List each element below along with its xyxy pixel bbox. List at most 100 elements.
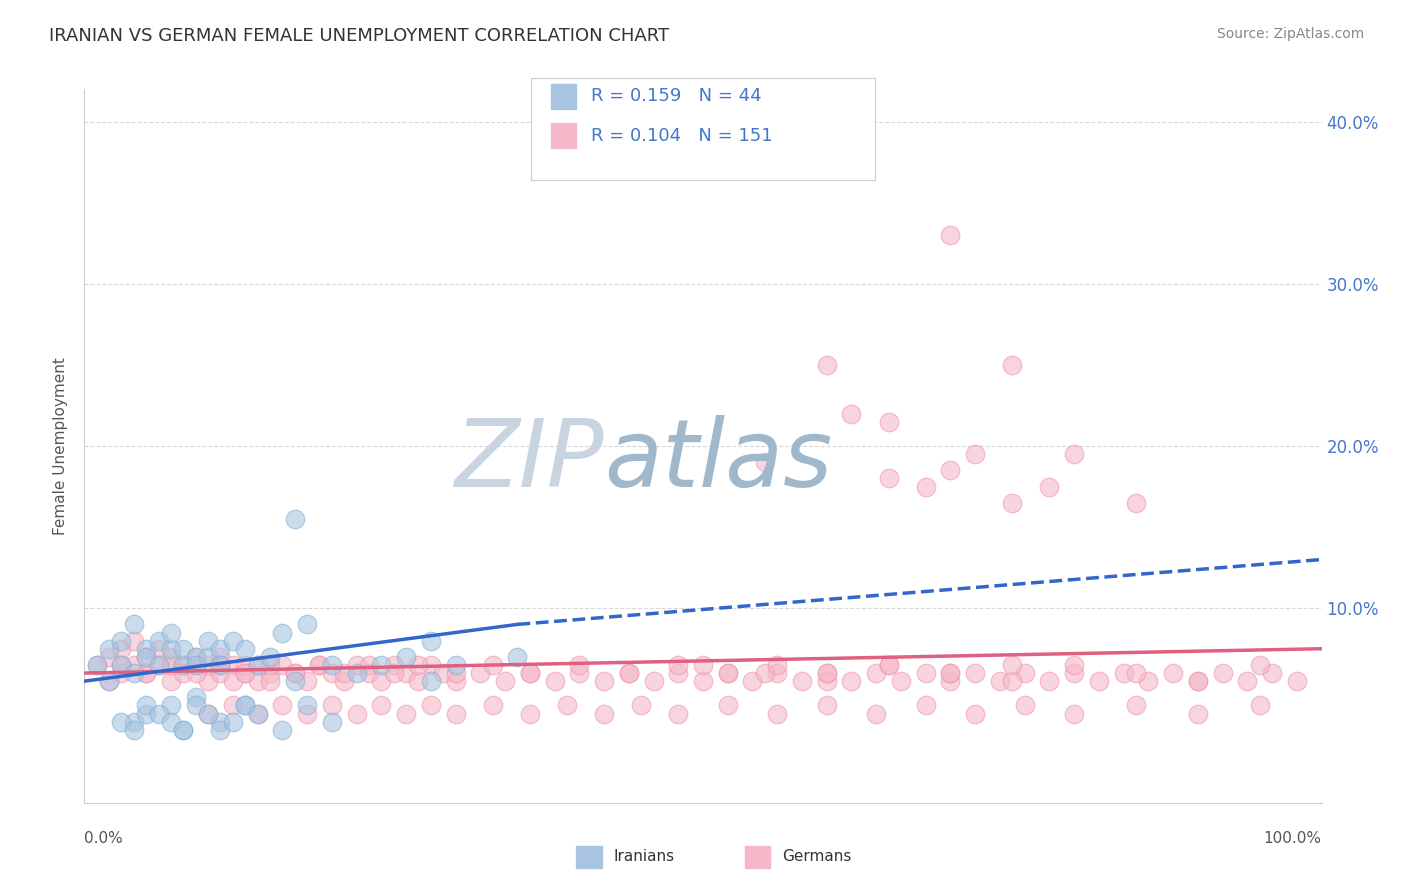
Point xyxy=(284,666,307,681)
Point xyxy=(184,698,207,713)
Point xyxy=(233,657,256,672)
Point xyxy=(890,674,912,689)
Point xyxy=(408,674,430,689)
Point xyxy=(308,657,330,672)
Bar xyxy=(551,123,576,148)
Point xyxy=(222,633,245,648)
Point xyxy=(939,674,962,689)
Point xyxy=(593,706,616,721)
Point xyxy=(284,512,307,526)
Point xyxy=(197,633,219,648)
Point xyxy=(233,666,256,681)
Point xyxy=(568,657,591,672)
Point xyxy=(717,666,740,681)
Point xyxy=(754,455,776,469)
Point xyxy=(321,666,343,681)
Text: R = 0.159   N = 44: R = 0.159 N = 44 xyxy=(591,87,761,105)
Point xyxy=(568,666,591,681)
Point xyxy=(333,674,356,689)
Point xyxy=(98,641,121,656)
Point xyxy=(408,657,430,672)
Point xyxy=(321,698,343,713)
Point xyxy=(160,625,183,640)
Point xyxy=(965,706,987,721)
Point xyxy=(419,698,441,713)
Point xyxy=(259,649,281,664)
Point xyxy=(222,657,245,672)
Point xyxy=(172,657,194,672)
Point xyxy=(1063,666,1085,681)
Point xyxy=(209,649,232,664)
Point xyxy=(148,706,170,721)
Point xyxy=(160,714,183,729)
Point xyxy=(184,690,207,705)
Point xyxy=(519,666,541,681)
Point xyxy=(1249,698,1271,713)
Point xyxy=(122,666,145,681)
Point xyxy=(1014,698,1036,713)
Point xyxy=(444,674,467,689)
Point xyxy=(135,649,157,664)
Point xyxy=(1187,706,1209,721)
Point xyxy=(321,714,343,729)
Point xyxy=(841,407,863,421)
Point xyxy=(370,674,392,689)
Point xyxy=(295,617,318,632)
Point xyxy=(259,674,281,689)
Point xyxy=(444,666,467,681)
Point xyxy=(841,674,863,689)
Point xyxy=(284,666,307,681)
Point xyxy=(197,674,219,689)
Point xyxy=(543,674,565,689)
Point xyxy=(865,666,887,681)
Point xyxy=(184,657,207,672)
Point xyxy=(419,657,441,672)
Point xyxy=(815,358,838,372)
Point xyxy=(766,706,789,721)
Point xyxy=(135,698,157,713)
Point xyxy=(259,666,281,681)
Point xyxy=(666,657,689,672)
Point xyxy=(110,666,132,681)
Point xyxy=(110,657,132,672)
Text: Germans: Germans xyxy=(782,849,851,864)
Point xyxy=(233,698,256,713)
Point xyxy=(1125,496,1147,510)
Point xyxy=(172,657,194,672)
Point xyxy=(197,657,219,672)
Point xyxy=(877,657,900,672)
Point xyxy=(395,649,418,664)
Text: 0.0%: 0.0% xyxy=(84,831,124,847)
Point xyxy=(246,706,269,721)
Point xyxy=(284,674,307,689)
Point xyxy=(357,657,380,672)
Point xyxy=(184,649,207,664)
Point xyxy=(271,657,294,672)
Point xyxy=(939,228,962,243)
Bar xyxy=(576,846,602,868)
Point xyxy=(271,625,294,640)
Point xyxy=(692,657,714,672)
Point xyxy=(1088,674,1111,689)
Point xyxy=(519,706,541,721)
Point xyxy=(717,666,740,681)
Point xyxy=(939,666,962,681)
Point xyxy=(184,649,207,664)
Point xyxy=(1187,674,1209,689)
Point xyxy=(222,714,245,729)
Point xyxy=(295,706,318,721)
Bar xyxy=(551,84,576,109)
Point xyxy=(815,666,838,681)
Point xyxy=(370,698,392,713)
Point xyxy=(766,657,789,672)
Point xyxy=(160,698,183,713)
Point xyxy=(865,706,887,721)
Point xyxy=(419,674,441,689)
Point xyxy=(122,633,145,648)
Point xyxy=(717,698,740,713)
Point xyxy=(754,666,776,681)
Point xyxy=(308,657,330,672)
Point xyxy=(1063,447,1085,461)
Point xyxy=(160,641,183,656)
Point xyxy=(395,706,418,721)
